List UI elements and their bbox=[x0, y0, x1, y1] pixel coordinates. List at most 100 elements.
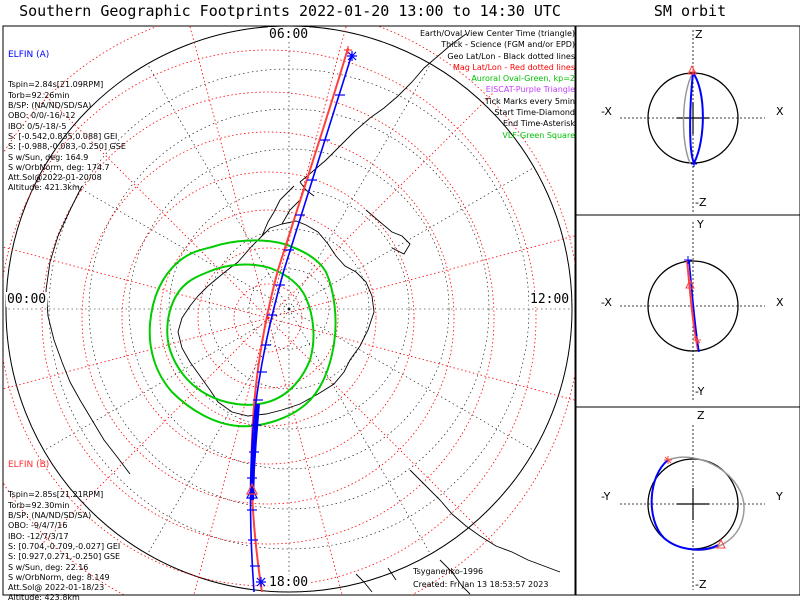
mag-meridian bbox=[267, 26, 347, 319]
sm-panel-2-frame bbox=[575, 214, 800, 408]
elfin-b-info-line-4: IBO: -12/7/3/17 bbox=[8, 531, 69, 541]
elfin-b-lines: Tspin=2.85s[21.21RPM] Torb=92.30min B/SP: … bbox=[8, 490, 120, 603]
mag-meridian bbox=[267, 317, 495, 545]
mag-meridian bbox=[3, 246, 269, 319]
mag-lat-circle bbox=[159, 209, 377, 427]
legend-item-1: Thick - Science (FGM and/or EPD) bbox=[441, 40, 575, 50]
geo-lat-circle bbox=[128, 148, 450, 470]
model-label: Tsyganenko-1996 bbox=[413, 567, 484, 576]
sm2-bottom-label: -Y bbox=[695, 385, 705, 398]
sm3-left-label: -Y bbox=[601, 490, 611, 503]
elfin-b-info-line-8: S w/OrbNorm, deg: 8.149 bbox=[8, 572, 110, 582]
sm-panel-yz bbox=[620, 425, 765, 590]
sm3-top-label: Z bbox=[697, 409, 705, 422]
elfin-b-info-line-2: B/SP: (NA/ND/SD/SA) bbox=[8, 511, 92, 521]
geo-lat-lon-grid bbox=[5, 26, 573, 593]
legend-item-8: End Time-Asterisk bbox=[502, 119, 575, 129]
elfin-a-center-triangle bbox=[246, 486, 258, 499]
elfin-b-info-line-6: S: [0.927,0.271,-0.250] GSE bbox=[8, 552, 121, 562]
mag-lat-circle bbox=[233, 283, 303, 353]
sm2-right-label: X bbox=[776, 296, 784, 309]
elfin-b-info-line-10: Altitude: 423.8km bbox=[8, 593, 80, 603]
south-america-coastline bbox=[299, 33, 467, 255]
africa-coastline bbox=[45, 185, 131, 475]
elfin-a-info: ELFIN (A) Tspin=2.84s[21.09RPM] Torb=92.2… bbox=[8, 29, 126, 204]
created-label: Created: Fri Jan 13 18:53:57 2023 bbox=[413, 580, 549, 589]
mag-meridian bbox=[41, 317, 269, 545]
antarctic-peninsula bbox=[261, 185, 301, 237]
elfin-b-info-line-9: Att.Sol@ 2022-01-18/23 bbox=[8, 583, 105, 593]
elfin-b-info-line-0: Tspin=2.85s[21.21RPM] bbox=[8, 490, 104, 500]
elfin-a-name: ELFIN (A) bbox=[8, 49, 50, 60]
sm3-bottom-label: -Z bbox=[695, 578, 707, 591]
legend-item-3: Mag Lat/Lon - Red dotted lines bbox=[452, 62, 575, 72]
legend-item-4: Auroral Oval-Green, kp=2 bbox=[471, 74, 575, 84]
footprint-figure bbox=[2, 25, 800, 596]
mag-lat-circle bbox=[41, 91, 495, 545]
legend-item-6: Tick Marks every 5min bbox=[484, 96, 575, 106]
sm-panel-1-frame bbox=[575, 25, 800, 216]
elfin-b-start-asterisk bbox=[344, 46, 352, 54]
legend-item-7: Start Time-Diamond bbox=[494, 108, 575, 118]
elfin-a-lines: Tspin=2.84s[21.09RPM] Torb=92.26min B/SP: … bbox=[8, 80, 126, 193]
elfin-a-info-line-9: Att.Sol@2022-01-20/08 bbox=[8, 173, 102, 183]
sm2-left-label: -X bbox=[601, 296, 612, 309]
geo-lat-circle bbox=[208, 228, 370, 390]
sm-panel-xz bbox=[620, 30, 765, 212]
legend-item-0: Earth/Oval View Center Time (triangle) bbox=[419, 29, 575, 38]
mag-lat-lon-grid bbox=[3, 26, 575, 595]
legend-item-9: VLF-Green Square bbox=[502, 130, 575, 140]
elfin-a-info-line-1: Torb=92.26min bbox=[8, 90, 70, 100]
mag-lat-circle bbox=[81, 131, 455, 505]
time-label-right: 12:00 bbox=[529, 292, 571, 307]
mag-meridian bbox=[267, 235, 575, 319]
sm3-right-label: Y bbox=[776, 490, 783, 503]
elfin-a-info-line-0: Tspin=2.84s[21.09RPM] bbox=[8, 80, 104, 90]
auroral-oval-outer bbox=[148, 239, 337, 428]
antarctica-coastline bbox=[177, 220, 375, 417]
mag-lat-circle bbox=[121, 171, 415, 465]
coastlines bbox=[45, 33, 561, 595]
sm1-bottom-label: -Z bbox=[695, 196, 707, 209]
mag-meridian bbox=[267, 317, 343, 595]
geo-lat-circle bbox=[248, 268, 330, 350]
sm-panel-3-frame bbox=[575, 406, 800, 596]
elfin-a-info-line-6: S: [-0.988,-0.083,-0.250] GSE bbox=[8, 142, 126, 152]
elfin-a-info-line-10: Altitude: 421.3km bbox=[8, 183, 80, 193]
geo-lat-circle bbox=[88, 108, 490, 510]
elfin-a-info-line-4: IBO: 0/5/-18/-5 bbox=[8, 121, 67, 131]
elfin-b-track bbox=[250, 47, 349, 593]
elfin-b-name: ELFIN (B) bbox=[8, 459, 50, 470]
new-zealand-coastline bbox=[355, 567, 397, 593]
track-tick-marks bbox=[247, 94, 345, 567]
mag-meridian bbox=[41, 91, 269, 319]
mag-meridian bbox=[193, 317, 269, 595]
australia-coastline bbox=[409, 469, 561, 595]
elfin-b-info: ELFIN (B) Tspin=2.85s[21.21RPM] Torb=92.3… bbox=[8, 439, 120, 614]
mag-meridian bbox=[3, 317, 269, 390]
time-label-left: 00:00 bbox=[6, 292, 48, 307]
sm-orbit-title: SM orbit bbox=[653, 2, 727, 20]
elfin-b-info-line-3: OBO: -9/4/7/16 bbox=[8, 521, 68, 531]
elfin-b-info-line-7: S w/Sun, deg: 22.16 bbox=[8, 562, 89, 572]
elfin-a-info-line-2: B/SP: (NA/ND/SD/SA) bbox=[8, 101, 92, 111]
elfin-a-info-line-7: S w/Sun, deg: 164.9 bbox=[8, 152, 89, 162]
auroral-oval-inner bbox=[166, 263, 315, 406]
legend: Earth/Oval View Center Time (triangle) Th… bbox=[420, 28, 575, 141]
legend-item-5: EISCAT-Purple Triangle bbox=[485, 85, 575, 95]
elfin-b-center-triangle bbox=[246, 482, 258, 495]
sm1-top-label: Z bbox=[695, 28, 703, 41]
elfin-a-info-line-5: S: [-0.542,0.835,0.088] GEI bbox=[8, 131, 118, 141]
mag-meridian bbox=[189, 26, 269, 319]
time-label-top: 06:00 bbox=[268, 27, 310, 42]
geo-lat-circle bbox=[168, 188, 410, 430]
geo-lat-circle bbox=[5, 26, 573, 593]
sm1-left-label: -X bbox=[601, 105, 612, 118]
sm2-top-label: Y bbox=[697, 218, 704, 231]
sm-panel-xy bbox=[620, 222, 765, 400]
elfin-a-end-asterisk bbox=[256, 577, 266, 587]
mag-meridian bbox=[267, 91, 495, 319]
plot-title: Southern Geographic Footprints 2022-01-2… bbox=[19, 2, 561, 20]
elfin-b-info-line-1: Torb=92.30min bbox=[8, 500, 70, 510]
elfin-a-info-line-3: OBO: 0/0/-16/-12 bbox=[8, 111, 76, 121]
